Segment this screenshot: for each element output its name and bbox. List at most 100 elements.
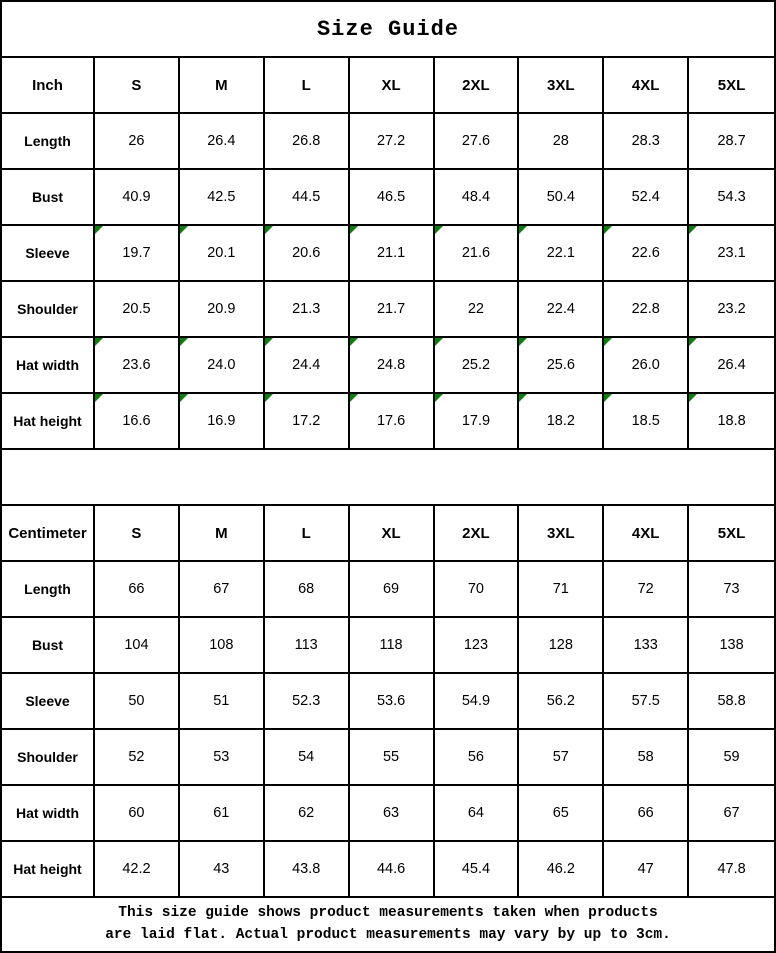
size-value-cell: 52 (95, 730, 180, 784)
size-value-cell: 72 (604, 562, 690, 616)
table-row-length-inch: Length 26 26.4 26.8 27.2 27.6 28 28.3 28… (2, 114, 774, 170)
page-title: Size Guide (2, 2, 774, 58)
size-column-header: L (265, 58, 350, 112)
size-value-cell: 53.6 (350, 674, 435, 728)
size-value-cell: 123 (435, 618, 520, 672)
size-value-cell: 26 (95, 114, 180, 168)
size-value-cell: 22.6 (604, 226, 690, 280)
size-value-cell: 28 (519, 114, 605, 168)
size-column-header: S (95, 506, 180, 560)
row-label: Sleeve (2, 226, 95, 280)
size-value-cell: 68 (265, 562, 350, 616)
row-label: Shoulder (2, 282, 95, 336)
row-label: Bust (2, 618, 95, 672)
size-value-cell: 21.1 (349, 226, 435, 280)
row-label: Hat height (2, 394, 95, 448)
size-value-cell: 60 (95, 786, 180, 840)
size-value-cell: 63 (350, 786, 435, 840)
size-column-header: M (180, 506, 265, 560)
size-value-cell: 19.7 (95, 226, 180, 280)
row-label: Length (2, 562, 95, 616)
row-label: Length (2, 114, 95, 168)
inch-table: Inch S M L XL 2XL 3XL 4XL 5XL Length 26 … (2, 58, 774, 450)
size-value-cell: 25.6 (519, 338, 605, 392)
size-value-cell: 20.6 (264, 226, 350, 280)
unit-header-inch: Inch (2, 58, 95, 112)
size-column-header: XL (350, 58, 435, 112)
row-label: Bust (2, 170, 95, 224)
size-value-cell: 21.6 (434, 226, 520, 280)
footer-note-line1: This size guide shows product measuremen… (118, 904, 658, 921)
footer-note-line2: are laid flat. Actual product measuremen… (105, 926, 671, 943)
table-row-bust-cm: Bust 104 108 113 118 123 128 133 138 (2, 618, 774, 674)
size-value-cell: 56.2 (519, 674, 605, 728)
size-value-cell: 46.5 (350, 170, 435, 224)
size-value-cell: 55 (350, 730, 435, 784)
size-value-cell: 26.8 (265, 114, 350, 168)
size-value-cell: 113 (265, 618, 350, 672)
row-label: Shoulder (2, 730, 95, 784)
size-value-cell: 18.5 (604, 394, 690, 448)
size-value-cell: 104 (95, 618, 180, 672)
size-column-header: 4XL (604, 506, 690, 560)
size-value-cell: 69 (350, 562, 435, 616)
size-value-cell: 17.6 (349, 394, 435, 448)
size-value-cell: 45.4 (435, 842, 520, 896)
size-column-header: 3XL (519, 58, 605, 112)
size-value-cell: 48.4 (435, 170, 520, 224)
size-value-cell: 62 (265, 786, 350, 840)
inch-header-row: Inch S M L XL 2XL 3XL 4XL 5XL (2, 58, 774, 114)
size-value-cell: 57 (519, 730, 605, 784)
size-value-cell: 26.4 (180, 114, 265, 168)
table-row-shoulder-inch: Shoulder 20.5 20.9 21.3 21.7 22 22.4 22.… (2, 282, 774, 338)
footer-note: This size guide shows product measuremen… (2, 898, 774, 951)
size-value-cell: 65 (519, 786, 605, 840)
table-row-bust-inch: Bust 40.9 42.5 44.5 46.5 48.4 50.4 52.4 … (2, 170, 774, 226)
size-value-cell: 73 (723, 581, 740, 597)
size-column-header: 4XL (604, 58, 690, 112)
table-row-hat-width-cm: Hat width 60 61 62 63 64 65 66 67 (2, 786, 774, 842)
size-value-cell: 23.6 (95, 338, 180, 392)
size-value-cell: 61 (180, 786, 265, 840)
size-value-cell: 17.9 (434, 394, 520, 448)
size-value-cell: 53 (180, 730, 265, 784)
size-value-cell: 28.7 (717, 133, 746, 149)
size-value-cell: 71 (519, 562, 605, 616)
size-value-cell: 59 (723, 749, 740, 765)
size-value-cell: 27.2 (350, 114, 435, 168)
table-row-hat-height-inch: Hat height 16.6 16.9 17.2 17.6 17.9 18.2… (2, 394, 774, 450)
size-value-cell: 66 (604, 786, 690, 840)
size-value-cell: 20.9 (180, 282, 265, 336)
row-label: Hat height (2, 842, 95, 896)
size-column-header: L (265, 506, 350, 560)
cm-header-row: Centimeter S M L XL 2XL 3XL 4XL 5XL (2, 506, 774, 562)
size-value-cell: 22.4 (519, 282, 605, 336)
size-value-cell: 21.7 (350, 282, 435, 336)
size-value-cell: 23.2 (717, 301, 746, 317)
size-value-cell: 28.3 (604, 114, 690, 168)
size-column-header: 2XL (435, 58, 520, 112)
size-value-cell: 20.5 (95, 282, 180, 336)
size-value-cell: 44.5 (265, 170, 350, 224)
size-value-cell: 51 (180, 674, 265, 728)
size-value-cell: 22.8 (604, 282, 690, 336)
size-column-header: 5XL (717, 524, 746, 542)
size-value-cell: 25.2 (434, 338, 520, 392)
size-column-header: XL (350, 506, 435, 560)
size-value-cell: 43 (180, 842, 265, 896)
row-label: Hat width (2, 786, 95, 840)
size-column-header: 3XL (519, 506, 605, 560)
size-value-cell: 56 (435, 730, 520, 784)
size-value-cell: 42.2 (95, 842, 180, 896)
size-column-header: M (180, 58, 265, 112)
table-row-shoulder-cm: Shoulder 52 53 54 55 56 57 58 59 (2, 730, 774, 786)
size-value-cell: 50 (95, 674, 180, 728)
size-value-cell: 133 (604, 618, 690, 672)
size-value-cell: 70 (435, 562, 520, 616)
size-value-cell: 22.1 (519, 226, 605, 280)
size-value-cell: 52.4 (604, 170, 690, 224)
size-value-cell: 44.6 (350, 842, 435, 896)
centimeter-table: Centimeter S M L XL 2XL 3XL 4XL 5XL Leng… (2, 506, 774, 898)
size-value-cell: 21.3 (265, 282, 350, 336)
